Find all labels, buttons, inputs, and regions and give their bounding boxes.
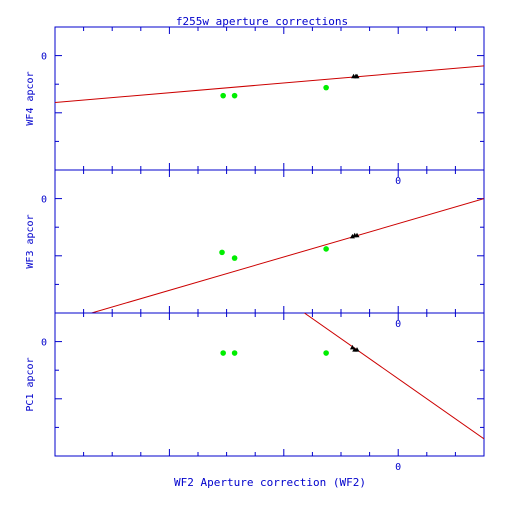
black-point (349, 233, 355, 239)
panel-2: 0 0 WF3 apcor (25, 169, 485, 330)
panel-data (220, 313, 484, 440)
green-point (323, 350, 329, 356)
y-tick-label: 0 (41, 338, 47, 349)
panels-container: 0 0 WF4 apcor 0 0 WF3 apcor 0 0 PC1 apcor (25, 26, 485, 473)
black-point (349, 344, 355, 350)
panel-data (91, 198, 484, 313)
panel-frame (54, 26, 485, 171)
green-point (323, 84, 329, 91)
chart-title: f255w aperture corrections (176, 15, 348, 28)
y-axis-label: WF4 apcor (25, 71, 36, 125)
green-point (219, 249, 225, 256)
y-tick-label: 0 (41, 52, 47, 63)
green-point (231, 255, 238, 261)
y-tick-label: 0 (41, 195, 47, 206)
fit-line (55, 65, 484, 104)
green-point (323, 246, 329, 252)
green-point (220, 92, 226, 99)
panel-3: 0 0 PC1 apcor (25, 312, 485, 473)
panel-frame (54, 312, 485, 457)
green-point (231, 350, 238, 356)
black-point (354, 232, 360, 238)
x-tick-label: 0 (395, 462, 401, 473)
fit-line (91, 198, 484, 313)
panel-1: 0 0 WF4 apcor (25, 26, 485, 187)
x-tick-label: 0 (395, 176, 401, 187)
x-tick-label: 0 (395, 319, 401, 330)
panel-data (55, 65, 484, 104)
green-point (220, 350, 226, 356)
y-axis-label: PC1 apcor (25, 357, 36, 411)
green-point (231, 92, 238, 99)
x-axis-label: WF2 Aperture correction (WF2) (174, 476, 366, 489)
black-point (354, 347, 360, 352)
fit-line (304, 313, 484, 440)
y-axis-label: WF3 apcor (25, 214, 36, 268)
panel-frame (54, 169, 485, 314)
black-point (354, 73, 360, 79)
